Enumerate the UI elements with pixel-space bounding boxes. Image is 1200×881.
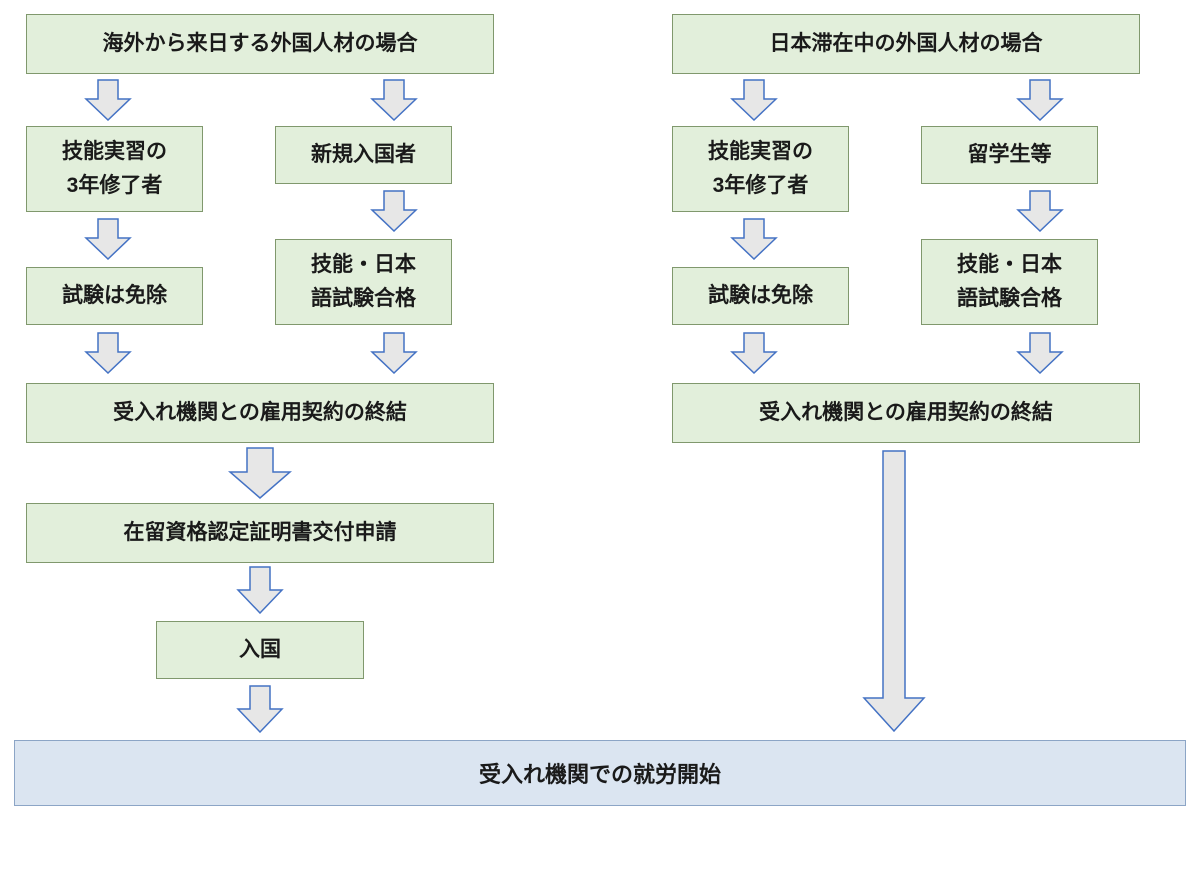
arrow-down-icon [236,685,284,733]
node-label: 試験は免除 [62,279,167,313]
arrow-down-icon [1016,79,1064,121]
arrow-down-icon [84,332,132,374]
node-label: 受入れ機関との雇用契約の終結 [759,396,1053,430]
arrow-down-icon [236,566,284,614]
node-right-b1: 留学生等 [921,126,1098,184]
node-label: 留学生等 [968,138,1052,172]
node-label: 受入れ機関との雇用契約の終結 [113,396,407,430]
node-label: 在留資格認定証明書交付申請 [124,516,397,550]
node-label: 技能実習の 3年修了者 [708,135,813,202]
node-label: 受入れ機関での就労開始 [479,757,721,789]
node-left-b1: 新規入国者 [275,126,452,184]
node-label: 日本滞在中の外国人材の場合 [770,27,1043,61]
node-left-entry: 入国 [156,621,364,679]
node-right-a2: 試験は免除 [672,267,849,325]
arrow-down-icon [228,447,292,499]
arrow-down-icon [730,332,778,374]
node-label: 技能実習の 3年修了者 [62,135,167,202]
node-left-a1: 技能実習の 3年修了者 [26,126,203,212]
arrow-down-icon [84,218,132,260]
node-right-a1: 技能実習の 3年修了者 [672,126,849,212]
node-left-header: 海外から来日する外国人材の場合 [26,14,494,74]
arrow-down-icon [370,190,418,232]
arrow-down-icon [730,218,778,260]
node-label: 入国 [239,633,281,667]
node-right-b2: 技能・日本 語試験合格 [921,239,1098,325]
node-label: 海外から来日する外国人材の場合 [103,27,418,61]
arrow-down-icon [370,332,418,374]
arrow-down-icon [1016,332,1064,374]
node-label: 技能・日本 語試験合格 [957,248,1062,315]
arrow-down-icon [1016,190,1064,232]
node-right-header: 日本滞在中の外国人材の場合 [672,14,1140,74]
node-left-b2: 技能・日本 語試験合格 [275,239,452,325]
arrow-down-icon [370,79,418,121]
node-right-merge1: 受入れ機関との雇用契約の終結 [672,383,1140,443]
arrow-down-long-icon [862,450,926,732]
arrow-down-icon [730,79,778,121]
node-label: 技能・日本 語試験合格 [311,248,416,315]
node-final: 受入れ機関での就労開始 [14,740,1186,806]
node-label: 新規入国者 [311,138,416,172]
arrow-down-icon [84,79,132,121]
node-left-coe: 在留資格認定証明書交付申請 [26,503,494,563]
node-label: 試験は免除 [708,279,813,313]
node-left-merge1: 受入れ機関との雇用契約の終結 [26,383,494,443]
node-left-a2: 試験は免除 [26,267,203,325]
